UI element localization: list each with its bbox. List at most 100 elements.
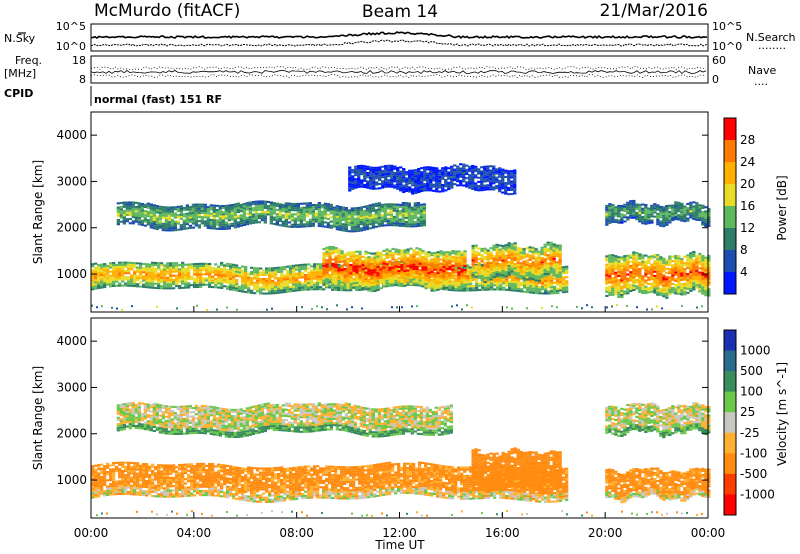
heatmap-cell	[329, 226, 333, 229]
heatmap-cell	[558, 273, 562, 276]
heatmap-cell	[139, 277, 143, 280]
heatmap-cell	[172, 268, 176, 271]
heatmap-cell	[677, 276, 681, 279]
heatmap-cell	[522, 277, 526, 280]
heatmap-cell	[137, 208, 141, 211]
heatmap-cell	[232, 274, 236, 277]
heatmap-cell	[293, 223, 297, 226]
heatmap-cell	[304, 280, 308, 283]
heatmap-cell	[328, 262, 332, 265]
heatmap-cell	[641, 279, 645, 282]
heatmap-cell	[346, 258, 350, 261]
heatmap-cell	[412, 261, 416, 264]
heatmap-cell	[226, 271, 230, 274]
heatmap-cell	[251, 209, 255, 212]
heatmap-cell	[647, 272, 651, 275]
heatmap-cell	[370, 269, 374, 272]
heatmap-cell	[653, 289, 657, 292]
heatmap-cell	[683, 274, 687, 277]
heatmap-cell	[493, 277, 497, 280]
heatmap-cell	[475, 282, 479, 285]
heatmap-cell	[701, 265, 705, 268]
heatmap-cell	[534, 266, 538, 269]
heatmap-cell	[400, 282, 404, 285]
heatmap-cell	[641, 289, 645, 292]
heatmap-cell	[644, 220, 648, 223]
heatmap-cell	[427, 251, 431, 254]
heatmap-cell	[229, 280, 233, 283]
heatmap-cell	[674, 273, 678, 276]
heatmap-cell	[370, 288, 374, 291]
heatmap-cell	[125, 218, 129, 221]
heatmap-cell	[611, 291, 615, 294]
heatmap-cell	[166, 283, 170, 286]
heatmap-cell	[116, 219, 120, 222]
heatmap-cell	[469, 274, 473, 277]
heatmap-cell	[163, 287, 167, 290]
heatmap-cell	[605, 265, 609, 268]
heatmap-cell	[152, 204, 156, 207]
heatmap-cell	[263, 219, 267, 222]
heatmap-cell	[701, 261, 705, 264]
heatmap-cell	[484, 288, 488, 291]
heatmap-cell	[163, 274, 167, 277]
heatmap-cell	[335, 221, 339, 224]
heatmap-cell	[386, 217, 390, 220]
heatmap-cell	[629, 279, 633, 282]
heatmap-cell	[217, 274, 221, 277]
heatmap-cell	[701, 219, 705, 222]
heatmap-cell	[559, 287, 563, 290]
heatmap-cell	[199, 275, 203, 278]
heatmap-cell	[623, 203, 627, 206]
heatmap-cell	[389, 211, 393, 214]
heatmap-cell	[641, 216, 645, 219]
heatmap-cell	[398, 205, 402, 208]
heatmap-cell	[415, 274, 419, 277]
heatmap-cell	[510, 247, 514, 250]
heatmap-cell	[133, 264, 137, 267]
heatmap-cell	[220, 286, 224, 289]
heatmap-cell	[319, 269, 323, 272]
heatmap-cell	[289, 286, 293, 289]
heatmap-cell	[546, 247, 550, 250]
heatmap-cell	[550, 273, 554, 276]
heatmap-cell	[203, 220, 207, 223]
heatmap-cell	[191, 216, 195, 219]
heatmap-cell	[382, 279, 386, 282]
heatmap-cell	[629, 271, 633, 274]
heatmap-cell	[704, 294, 708, 297]
heatmap-cell	[157, 285, 161, 288]
heatmap-cell	[514, 279, 518, 282]
heatmap-cell	[498, 265, 502, 268]
heatmap-cell	[118, 274, 122, 277]
heatmap-cell	[671, 214, 675, 217]
heatmap-cell	[635, 262, 639, 265]
heatmap-cell	[119, 214, 123, 217]
heatmap-cell	[250, 277, 254, 280]
heatmap-cell	[528, 269, 532, 272]
heatmap-cell	[659, 283, 663, 286]
heatmap-cell	[424, 251, 428, 254]
heatmap-cell	[367, 256, 371, 259]
heatmap-cell	[656, 279, 660, 282]
heatmap-cell	[146, 202, 150, 205]
heatmap-cell	[535, 285, 539, 288]
heatmap-cell	[677, 282, 681, 285]
heatmap-cell	[377, 221, 381, 224]
heatmap-cell	[483, 262, 487, 265]
heatmap-cell	[355, 259, 359, 262]
heatmap-cell	[208, 271, 212, 274]
heatmap-cell	[277, 289, 281, 292]
heatmap-cell	[495, 258, 499, 261]
heatmap-cell	[356, 227, 360, 230]
heatmap-cell	[671, 270, 675, 273]
heatmap-cell	[290, 209, 294, 212]
heatmap-cell	[203, 216, 207, 219]
heatmap-cell	[329, 212, 333, 215]
heatmap-cell	[157, 287, 161, 290]
heatmap-cell	[656, 276, 660, 279]
heatmap-cell	[302, 217, 306, 220]
heatmap-cell	[680, 207, 684, 210]
heatmap-cell	[271, 275, 275, 278]
heatmap-cell	[471, 247, 475, 250]
